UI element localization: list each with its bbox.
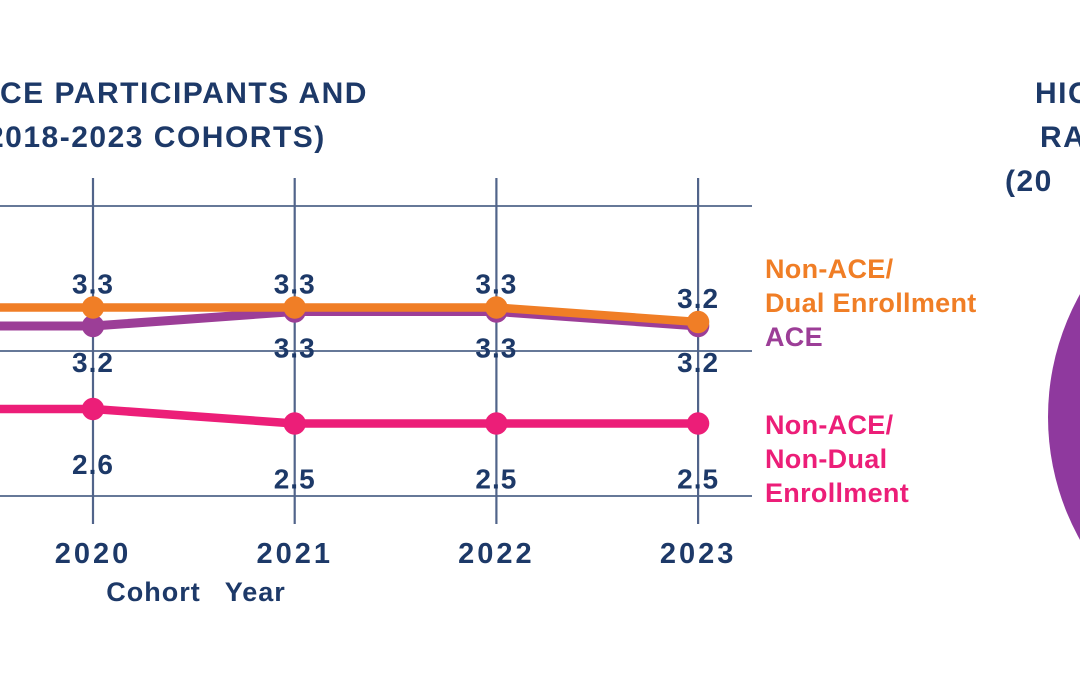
- data-label: 3.3: [475, 333, 517, 364]
- data-label: 2.5: [677, 464, 719, 495]
- gpa-line-chart: 3.3 3.3 3.3 3.2 3.2 3.3 3.3 3.2 2.6 2.5 2.5 2.5 2020…: [0, 178, 752, 607]
- data-label: 2.6: [72, 449, 114, 480]
- x-tick-label: 2021: [256, 538, 333, 570]
- data-label: 3.2: [72, 347, 114, 378]
- data-label: 3.3: [274, 333, 316, 364]
- data-point-2: [81, 397, 105, 421]
- data-label: 3.2: [677, 347, 719, 378]
- data-point-0: [81, 296, 105, 319]
- data-label: 3.3: [72, 269, 114, 300]
- series-line-2: [0, 404, 699, 428]
- data-point-0: [485, 296, 508, 319]
- legend-label-ace: ACE: [765, 322, 823, 352]
- data-point-1: [81, 314, 105, 338]
- chart-title-right-line2: RA: [1040, 121, 1080, 154]
- data-point-0: [283, 296, 306, 319]
- x-tick-label: 2022: [458, 538, 535, 570]
- data-label: 2.5: [274, 464, 316, 495]
- chart-title-left-line1: CE PARTICIPANTS AND: [0, 77, 368, 110]
- legend-label-enrollment: Enrollment: [765, 478, 910, 508]
- x-axis-title: Cohort Year: [106, 577, 286, 607]
- chart-title-right-line1: HIG: [1035, 77, 1080, 110]
- chart-title-left: CE PARTICIPANTS AND 2018-2023 COHORTS): [0, 72, 368, 160]
- data-label: 2.5: [475, 464, 517, 495]
- legend-label-non-ace: Non-ACE/: [765, 254, 894, 284]
- data-label: 3.3: [475, 269, 517, 300]
- data-label: 3.2: [677, 283, 719, 314]
- chart-title-right: HIG RA (20: [1005, 72, 1080, 204]
- graduation-rate-pie-fragment: [1048, 165, 1080, 669]
- data-point-2: [485, 412, 508, 435]
- legend-group-non-dual: Non-ACE/ Non-Dual Enrollment: [765, 408, 909, 510]
- x-tick-label: 2023: [660, 538, 737, 570]
- data-point-2: [686, 412, 710, 435]
- data-label: 3.3: [274, 269, 316, 300]
- x-tick-label: 2020: [55, 538, 132, 570]
- legend-label-non-ace-2: Non-ACE/: [765, 410, 894, 440]
- legend-label-dual-enrollment: Dual Enrollment: [765, 288, 977, 318]
- data-point-0: [686, 310, 710, 334]
- data-point-2: [283, 412, 306, 435]
- chart-title-left-line2: 2018-2023 COHORTS): [0, 121, 326, 154]
- legend-label-non-dual: Non-Dual: [765, 444, 888, 474]
- chart-title-right-line3: (20: [1005, 165, 1053, 198]
- legend-group-dual-and-ace: Non-ACE/ Dual Enrollment ACE: [765, 252, 977, 354]
